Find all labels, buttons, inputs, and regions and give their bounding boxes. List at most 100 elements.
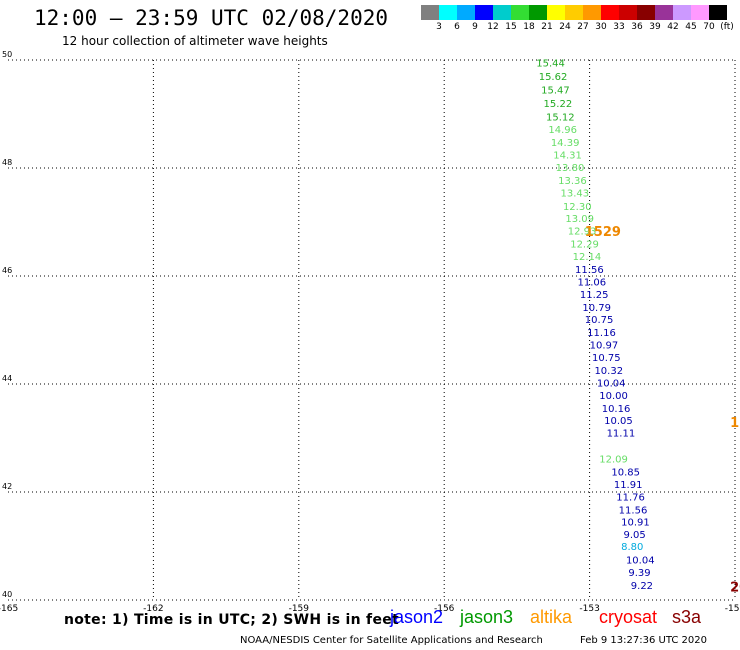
wave-height-label: 11.06 (577, 277, 606, 288)
wave-height-label: 11.11 (607, 429, 636, 440)
track-time-label: 152 (730, 416, 740, 431)
wave-height-label: 11.76 (616, 492, 645, 503)
lat-label: 40 (2, 590, 12, 599)
legend-tick: 21 (541, 22, 553, 32)
legend-tick: 15 (505, 22, 517, 32)
wave-height-label: 9.22 (631, 581, 653, 592)
lat-label: 44 (2, 374, 12, 383)
legend-tick: 36 (631, 22, 643, 32)
color-legend (421, 5, 727, 20)
wave-height-label: 9.39 (628, 568, 650, 579)
wave-height-label: 10.79 (582, 303, 611, 314)
wave-height-label: 14.31 (553, 151, 582, 162)
wave-height-label: 13.80 (556, 163, 585, 174)
wave-height-label: 13.43 (561, 188, 590, 199)
satellite-cryosat: cryosat (599, 607, 658, 627)
legend-tick: 30 (595, 22, 607, 32)
lon-label: -162 (143, 604, 163, 614)
wave-height-label: 12.14 (573, 252, 602, 263)
wave-height-label: 8.80 (621, 542, 643, 553)
wave-height-label: 10.16 (602, 404, 631, 415)
legend-swatch (547, 5, 565, 20)
legend-tick: 12 (487, 22, 499, 32)
legend-tick: 70 (703, 22, 715, 32)
satellite-s3a: s3a (672, 607, 702, 627)
lon-label: -153 (579, 604, 599, 614)
legend-swatch (637, 5, 655, 20)
lon-label: -156 (434, 604, 455, 614)
wave-height-label: 13.36 (558, 176, 587, 187)
legend-swatch (529, 5, 547, 20)
wave-height-label: 15.44 (536, 59, 565, 70)
legend-swatch (439, 5, 457, 20)
wave-height-label: 14.96 (548, 125, 577, 136)
legend-tick: 39 (649, 22, 661, 32)
legend-swatch (493, 5, 511, 20)
wave-height-label: 10.75 (592, 353, 621, 364)
wave-height-label: 12.29 (570, 240, 599, 251)
track-time-label: 1529 (585, 225, 621, 240)
legend-swatch (709, 5, 727, 20)
wave-height-label: 15.62 (539, 72, 568, 83)
lon-label: -159 (289, 604, 310, 614)
legend-swatch (691, 5, 709, 20)
legend-tick: 27 (577, 22, 589, 32)
wave-height-label: 15.12 (546, 113, 575, 124)
legend-swatch (655, 5, 673, 20)
wave-height-label: 11.56 (575, 265, 604, 276)
credit-text: NOAA/NESDIS Center for Satellite Applica… (240, 635, 543, 646)
legend-swatch (457, 5, 475, 20)
lat-label: 46 (2, 266, 12, 275)
legend-swatch (601, 5, 619, 20)
wave-height-label: 9.05 (624, 530, 646, 541)
legend-swatch (673, 5, 691, 20)
legend-tick: 3 (436, 22, 442, 32)
wave-height-label: 12.30 (563, 202, 592, 213)
wave-height-label: 10.04 (597, 378, 626, 389)
wave-height-label: 10.05 (604, 416, 633, 427)
wave-height-label: 11.91 (614, 480, 643, 491)
legend-swatch (565, 5, 583, 20)
wave-height-label: 13.09 (565, 214, 594, 225)
wave-height-label: 10.97 (590, 341, 619, 352)
satellite-jason3: jason3 (460, 607, 514, 627)
legend-tick: 9 (472, 22, 478, 32)
lon-label: -165 (0, 604, 18, 614)
legend-tick-labels: 3 6 9 12 15 18 21 24 27 30 33 36 39 42 45 70 (ft) (421, 22, 734, 34)
wave-height-label: 14.39 (551, 138, 580, 149)
wave-height-label: 12.09 (599, 455, 628, 466)
wave-height-label: 10.32 (594, 366, 623, 377)
legend-tick: (ft) (720, 22, 734, 32)
wave-height-label: 10.00 (599, 391, 628, 402)
wave-height-label: 10.91 (621, 518, 650, 529)
satellite-jason2: jason2 (390, 607, 444, 627)
track-time-label: 20 (730, 581, 740, 596)
wave-height-label: 11.16 (587, 328, 616, 339)
lat-label: 50 (2, 50, 12, 59)
page-title: 12:00 – 23:59 UTC 02/08/2020 (34, 6, 389, 30)
legend-tick: 24 (559, 22, 571, 32)
legend-tick: 33 (613, 22, 625, 32)
lon-label: -150 (725, 604, 740, 614)
page-subtitle: 12 hour collection of altimeter wave hei… (62, 34, 328, 48)
wave-height-label: 10.85 (611, 467, 640, 478)
legend-tick: 45 (685, 22, 697, 32)
wave-height-label: 10.75 (585, 315, 614, 326)
wave-height-label: 11.25 (580, 290, 609, 301)
legend-swatch (475, 5, 493, 20)
legend-swatch (619, 5, 637, 20)
footer-note: note: 1) Time is in UTC; 2) SWH is in fe… (64, 612, 400, 628)
lat-label: 42 (2, 482, 12, 491)
wave-height-label: 15.47 (541, 86, 570, 97)
lat-label: 48 (2, 158, 12, 167)
wave-height-label: 15.22 (544, 99, 573, 110)
legend-swatch (511, 5, 529, 20)
wave-height-label: 12.93 (568, 227, 597, 238)
timestamp: Feb 9 13:27:36 UTC 2020 (580, 635, 707, 646)
wave-height-label: 11.56 (619, 505, 648, 516)
satellite-altika: altika (530, 607, 573, 627)
wave-height-label: 10.04 (626, 556, 655, 567)
legend-swatch (583, 5, 601, 20)
legend-tick: 6 (454, 22, 460, 32)
